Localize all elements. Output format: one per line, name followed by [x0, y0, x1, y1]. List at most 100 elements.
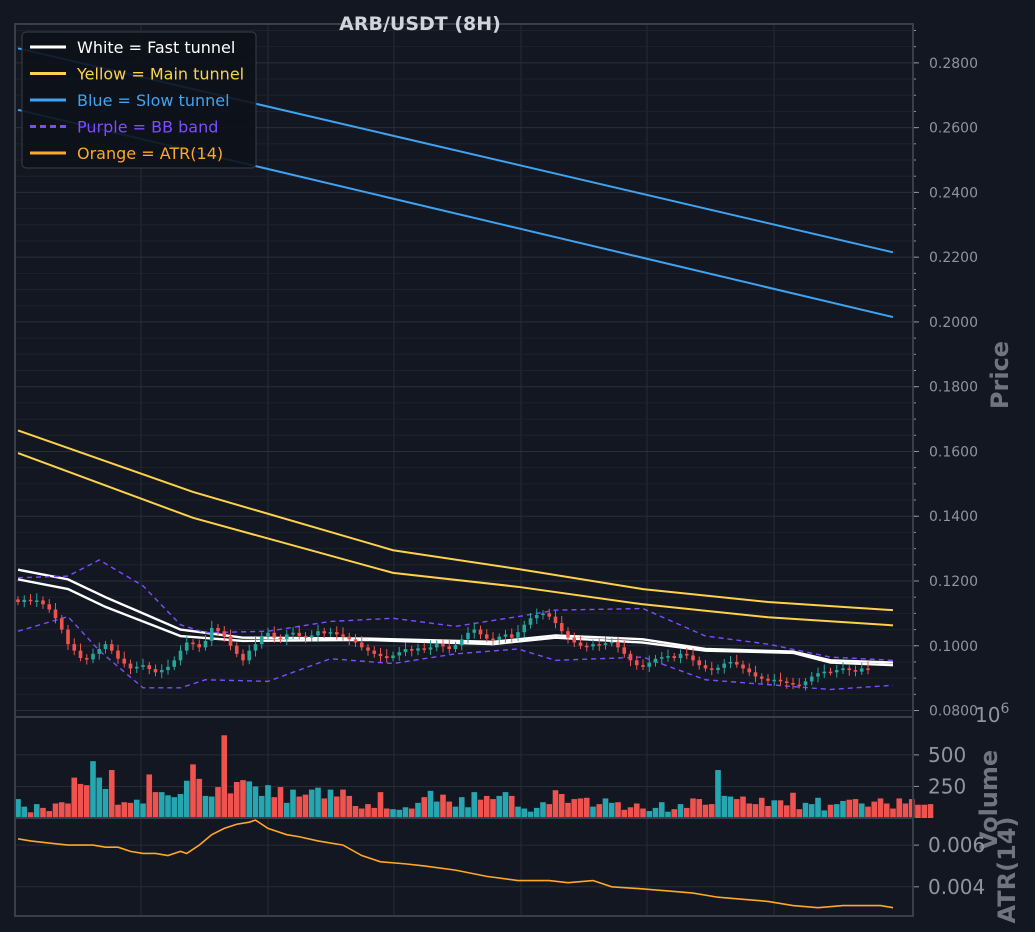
volume-bar	[871, 801, 878, 818]
candle-body	[484, 634, 489, 639]
volume-bar	[227, 793, 234, 818]
candle-body	[672, 656, 677, 659]
candle-body	[128, 663, 133, 669]
candle-body	[834, 670, 839, 673]
volume-bar	[452, 806, 459, 818]
atr-tick-label: 0.004	[928, 875, 985, 899]
legend-label: Orange = ATR(14)	[77, 144, 223, 163]
candle-body	[322, 631, 327, 634]
legend-box	[21, 31, 257, 169]
candle-body	[59, 618, 64, 630]
volume-bar	[152, 792, 159, 818]
candle-body	[153, 669, 158, 673]
candle-body	[134, 666, 139, 669]
candle-body	[703, 665, 708, 669]
candle-body	[191, 642, 195, 645]
candle-body	[316, 631, 320, 636]
volume-bars	[15, 735, 934, 818]
volume-bar	[477, 799, 484, 818]
candle-body	[284, 634, 289, 640]
candle-body	[691, 655, 695, 661]
volume-bar	[546, 804, 553, 818]
volume-bar	[683, 807, 690, 818]
volume-bar	[921, 804, 928, 818]
volume-bar	[758, 797, 765, 818]
volume-bar	[258, 795, 265, 818]
volume-bar	[465, 807, 471, 818]
volume-bar	[496, 795, 503, 818]
volume-bar	[346, 795, 353, 818]
volume-bar	[408, 808, 415, 818]
candle-body	[841, 668, 845, 671]
price-tick-label: 0.2600	[929, 121, 978, 137]
candle-body	[178, 650, 183, 661]
volume-bar	[808, 804, 815, 818]
volume-bar	[708, 804, 715, 818]
volume-bar	[402, 807, 409, 818]
price-tick-label: 0.0800	[929, 704, 978, 720]
candle-body	[209, 627, 214, 641]
volume-bar	[377, 792, 384, 818]
candle-body	[197, 644, 202, 648]
volume-bar	[277, 787, 284, 818]
candle-body	[522, 624, 527, 633]
candle-body	[109, 644, 114, 651]
volume-tick-label: 500	[928, 743, 966, 767]
candle-body	[422, 648, 427, 650]
price-tick-label: 0.1200	[929, 574, 978, 590]
candle-body	[172, 660, 177, 667]
volume-bar	[290, 789, 296, 818]
candle-body	[116, 650, 120, 659]
atr-axis-title: ATR(14)	[993, 817, 1021, 924]
candle-body	[553, 616, 558, 624]
series-line-2	[17, 429, 894, 612]
volume-bar	[196, 778, 203, 818]
volume-bar	[27, 812, 34, 818]
candle-body	[697, 660, 702, 666]
candle-body	[803, 681, 808, 686]
price-axis-title: Price	[986, 341, 1014, 409]
candle-body	[653, 658, 658, 663]
candle-body	[334, 632, 339, 635]
volume-bar	[646, 811, 653, 818]
series-line-3	[17, 452, 894, 627]
volume-tick-label: 250	[928, 774, 966, 798]
candle-body	[78, 650, 83, 659]
volume-bar	[433, 801, 440, 818]
candle-body	[259, 636, 264, 645]
volume-bar	[71, 777, 78, 818]
candle-body	[759, 676, 764, 679]
volume-bar	[540, 802, 546, 818]
candle-body	[866, 668, 870, 670]
volume-bar	[533, 807, 540, 818]
candle-body	[534, 614, 539, 619]
candle-body	[497, 636, 502, 640]
candle-body	[309, 635, 314, 638]
volume-bar	[565, 802, 571, 818]
volume-bar	[265, 785, 271, 818]
candle-body	[253, 644, 258, 651]
candle-body	[797, 684, 802, 687]
candle-body	[97, 648, 102, 654]
candle-body	[222, 631, 227, 637]
candlesticks	[16, 593, 870, 691]
volume-bar	[177, 794, 184, 818]
volume-bar	[446, 801, 453, 818]
candle-body	[459, 639, 464, 646]
volume-bar	[771, 800, 778, 818]
volume-bar	[440, 794, 446, 818]
candle-body	[53, 609, 58, 619]
price-tick-label: 0.2800	[929, 56, 978, 72]
volume-bar	[208, 796, 215, 818]
volume-bar	[508, 795, 515, 818]
candle-body	[22, 599, 27, 603]
volume-axis-title: Volume	[975, 750, 1003, 850]
candle-body	[47, 604, 52, 610]
volume-bar	[783, 805, 790, 818]
candle-body	[734, 661, 739, 665]
volume-bar	[271, 797, 278, 818]
candle-body	[478, 629, 483, 635]
volume-bar	[340, 789, 346, 818]
candle-body	[428, 647, 433, 650]
